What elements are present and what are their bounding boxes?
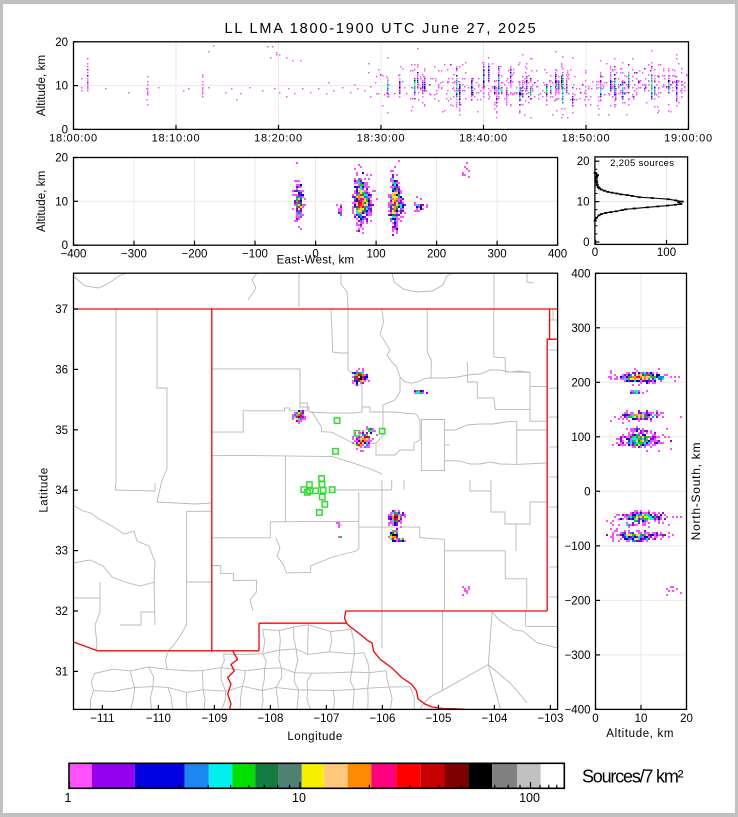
svg-text:Altitude, km: Altitude, km — [606, 728, 674, 740]
svg-text:20: 20 — [577, 156, 590, 168]
svg-text:10: 10 — [577, 197, 590, 209]
svg-text:Altitude, km: Altitude, km — [36, 171, 48, 232]
svg-text:18:50:00: 18:50:00 — [562, 133, 611, 145]
svg-text:East-West, km: East-West, km — [277, 255, 355, 267]
svg-text:−109: −109 — [201, 713, 227, 725]
svg-text:20: 20 — [680, 713, 693, 725]
svg-text:0: 0 — [62, 124, 68, 136]
svg-text:0: 0 — [592, 247, 598, 259]
svg-text:Altitude, km: Altitude, km — [36, 55, 48, 116]
svg-text:−108: −108 — [257, 713, 283, 725]
svg-text:Latitude: Latitude — [39, 467, 51, 512]
svg-text:Longitude: Longitude — [287, 731, 342, 743]
svg-text:−300: −300 — [565, 650, 591, 662]
svg-text:100: 100 — [519, 791, 540, 805]
svg-text:34: 34 — [55, 485, 68, 497]
svg-text:20: 20 — [55, 153, 68, 165]
svg-text:Sources/7 km²: Sources/7 km² — [582, 767, 684, 787]
svg-text:18:10:00: 18:10:00 — [152, 133, 201, 145]
svg-text:200: 200 — [427, 249, 446, 261]
svg-text:100: 100 — [657, 247, 676, 259]
svg-text:100: 100 — [367, 249, 386, 261]
svg-text:−106: −106 — [369, 713, 395, 725]
svg-text:0: 0 — [62, 240, 68, 252]
svg-text:−300: −300 — [121, 249, 147, 261]
svg-text:LL LMA 1800-1900 UTC June 27,: LL LMA 1800-1900 UTC June 27, 2025 — [225, 21, 538, 37]
svg-text:2,205 sources: 2,205 sources — [610, 158, 674, 169]
svg-text:32: 32 — [55, 606, 68, 618]
svg-text:1: 1 — [65, 791, 72, 805]
svg-text:100: 100 — [571, 432, 590, 444]
svg-text:31: 31 — [55, 666, 68, 678]
svg-text:33: 33 — [55, 546, 68, 558]
svg-text:36: 36 — [55, 364, 68, 376]
svg-text:10: 10 — [55, 81, 68, 93]
svg-text:18:00:00: 18:00:00 — [49, 133, 98, 145]
svg-text:400: 400 — [548, 249, 567, 261]
svg-text:−100: −100 — [565, 541, 591, 553]
svg-text:−100: −100 — [242, 249, 268, 261]
svg-text:20: 20 — [55, 37, 68, 49]
svg-text:−400: −400 — [61, 249, 87, 261]
svg-text:−104: −104 — [481, 713, 508, 725]
svg-text:−105: −105 — [425, 713, 451, 725]
svg-text:−103: −103 — [537, 713, 563, 725]
svg-text:18:20:00: 18:20:00 — [254, 133, 303, 145]
svg-text:0: 0 — [592, 713, 598, 725]
svg-text:19:00:00: 19:00:00 — [664, 133, 713, 145]
svg-text:0: 0 — [584, 486, 590, 498]
svg-text:200: 200 — [571, 377, 590, 389]
svg-text:300: 300 — [488, 249, 507, 261]
svg-text:−400: −400 — [565, 704, 591, 716]
svg-text:400: 400 — [571, 268, 590, 280]
svg-text:−110: −110 — [146, 713, 171, 725]
svg-text:10: 10 — [292, 791, 306, 805]
svg-text:18:30:00: 18:30:00 — [357, 133, 406, 145]
svg-text:−200: −200 — [565, 595, 591, 607]
svg-text:−200: −200 — [182, 249, 208, 261]
svg-text:0: 0 — [583, 237, 589, 249]
svg-text:10: 10 — [55, 196, 68, 208]
svg-text:North-South, km: North-South, km — [689, 442, 703, 541]
svg-text:35: 35 — [55, 425, 68, 437]
svg-text:−107: −107 — [313, 713, 339, 725]
svg-text:37: 37 — [55, 304, 68, 316]
svg-text:0: 0 — [312, 249, 318, 261]
svg-text:300: 300 — [571, 323, 590, 335]
svg-text:10: 10 — [635, 713, 648, 725]
svg-text:18:40:00: 18:40:00 — [459, 133, 508, 145]
svg-text:−111: −111 — [90, 713, 114, 725]
